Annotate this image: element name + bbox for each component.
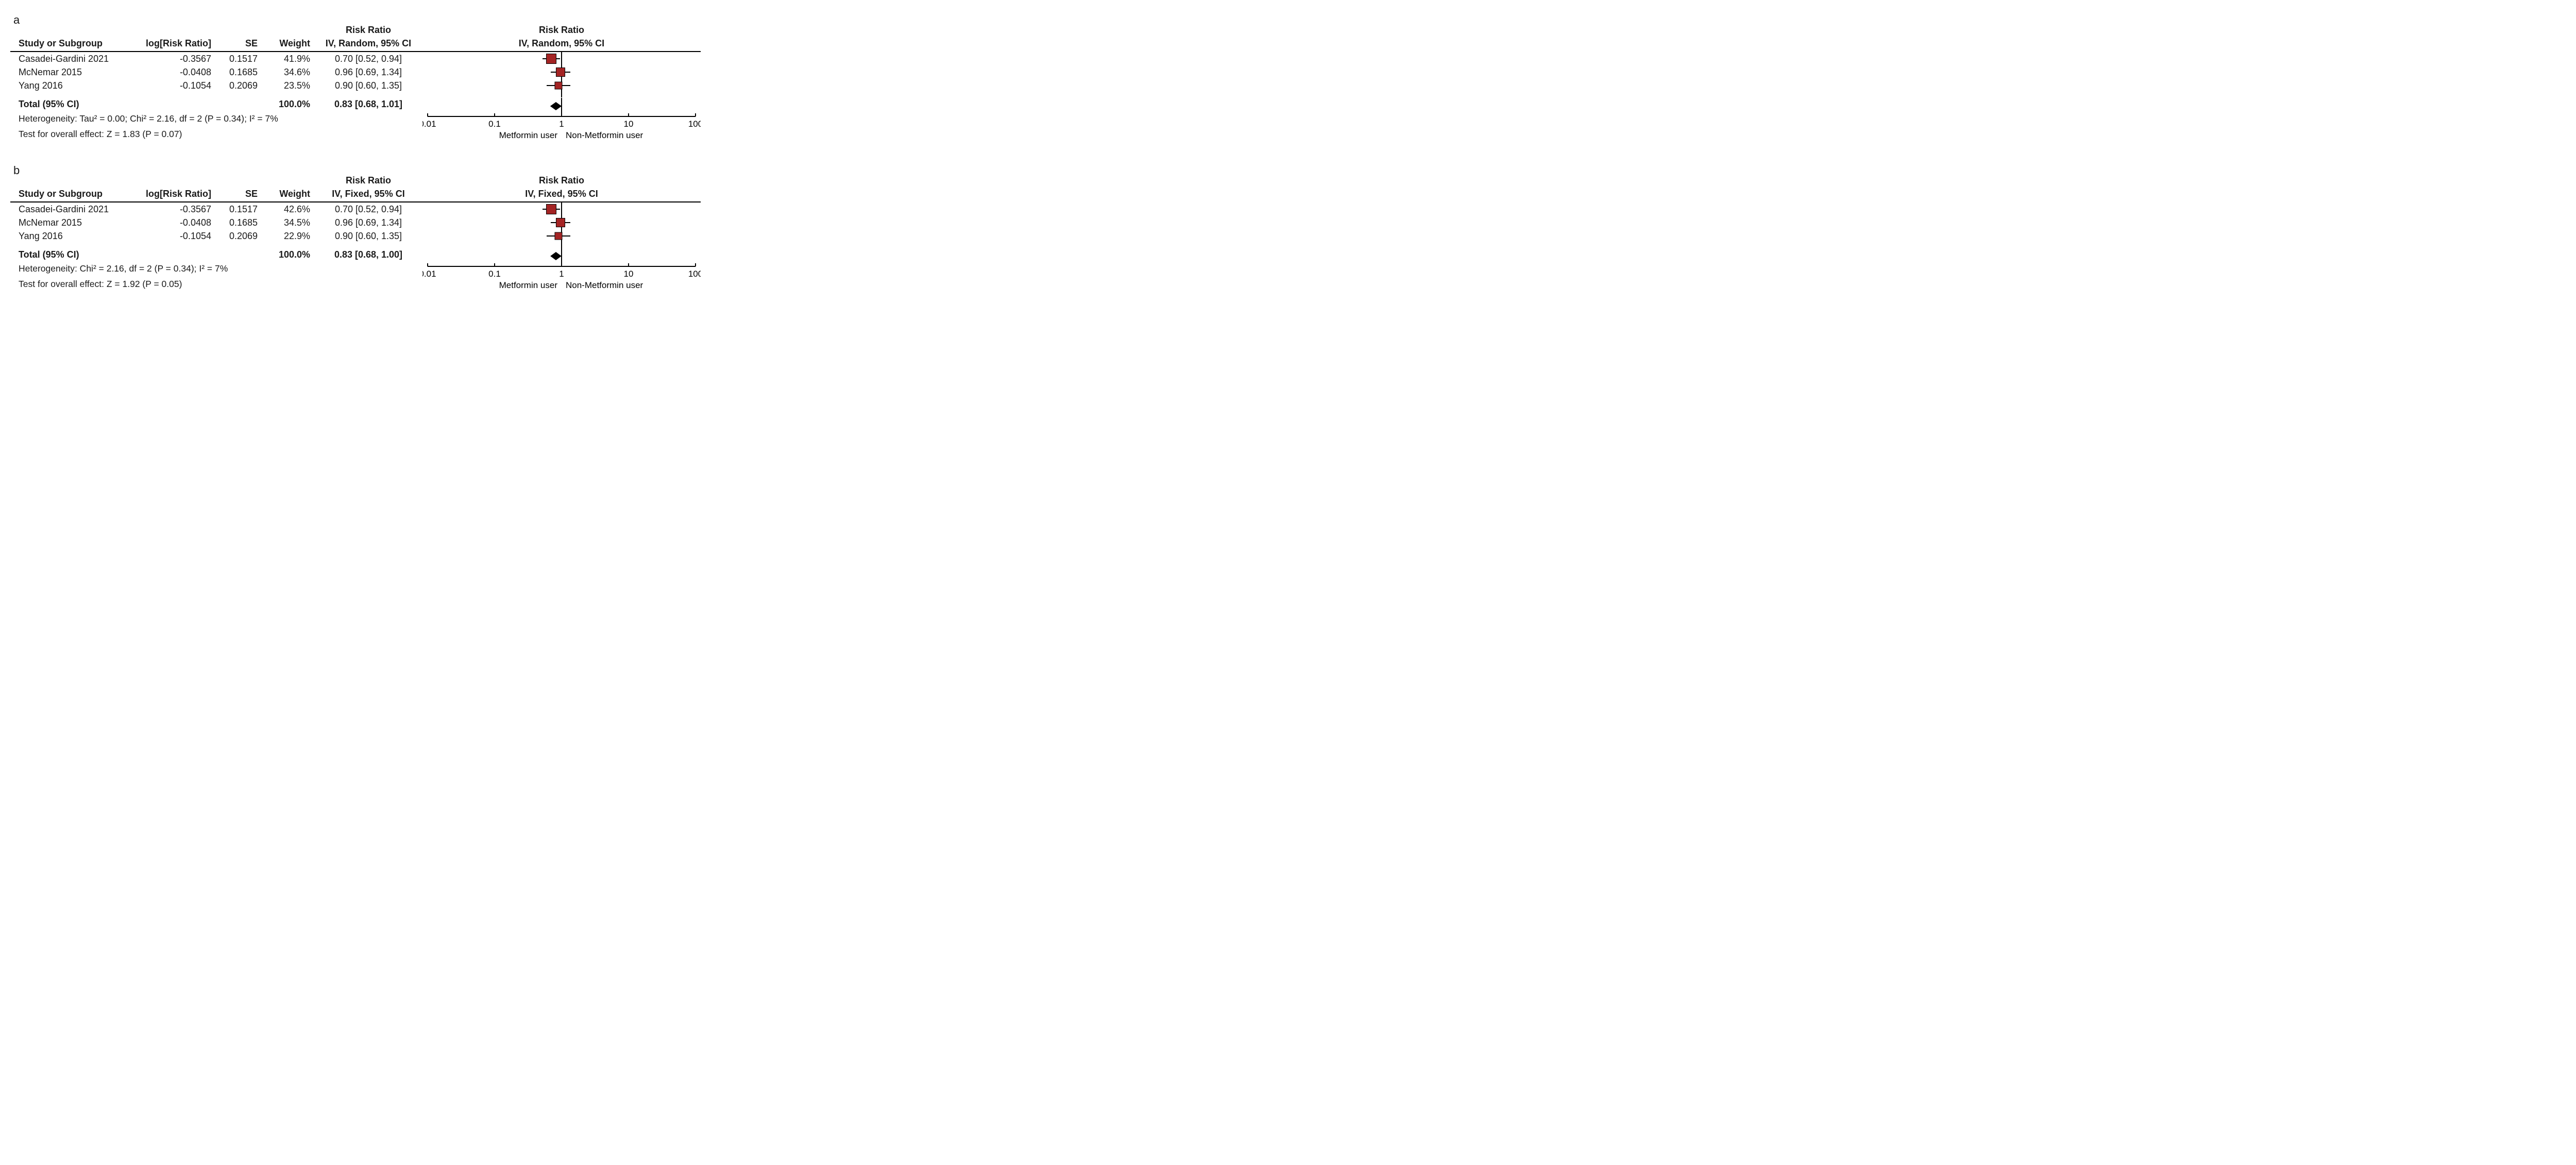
svg-text:1: 1 (559, 119, 564, 129)
study-name: Yang 2016 (10, 79, 144, 92)
study-weight: 41.9% (263, 52, 314, 65)
total-label: Total (95% CI) (10, 248, 144, 261)
svg-text:Metformin user: Metformin user (499, 280, 558, 290)
svg-text:Metformin user: Metformin user (499, 130, 558, 140)
study-logrr: -0.3567 (144, 202, 216, 216)
point-estimate-square (555, 232, 563, 240)
study-weight: 22.9% (263, 229, 314, 243)
col-plot: IV, Random, 95% CI (422, 37, 701, 52)
overall-effect-text: Test for overall effect: Z = 1.83 (P = 0… (10, 128, 422, 141)
point-estimate-square (556, 218, 565, 227)
study-logrr: -0.3567 (144, 52, 216, 65)
col-se: SE (216, 187, 263, 202)
forest-row-plot (422, 202, 701, 216)
axis-area: 0.01 0.1 1 10 100 Metformin user Non-Metformin… (422, 111, 701, 142)
svg-text:100: 100 (688, 119, 701, 129)
study-name: Casadei-Gardini 2021 (10, 52, 144, 65)
study-name: McNemar 2015 (10, 65, 144, 79)
study-logrr: -0.1054 (144, 79, 216, 92)
col-study: Study or Subgroup (10, 37, 144, 52)
study-effect: 0.70 [0.52, 0.94] (314, 202, 422, 216)
col-study: Study or Subgroup (10, 187, 144, 202)
forest-row-plot (422, 79, 701, 92)
study-se: 0.1517 (216, 202, 263, 216)
overall-effect-text: Test for overall effect: Z = 1.92 (P = 0… (10, 278, 422, 291)
svg-text:0.1: 0.1 (488, 269, 501, 279)
study-logrr: -0.1054 (144, 229, 216, 243)
study-effect: 0.96 [0.69, 1.34] (314, 216, 422, 229)
study-se: 0.2069 (216, 79, 263, 92)
study-weight: 23.5% (263, 79, 314, 92)
col-logrr: log[Risk Ratio] (144, 37, 216, 52)
point-estimate-square (556, 67, 565, 77)
svg-text:0.01: 0.01 (422, 269, 436, 279)
total-diamond (551, 250, 562, 259)
col-plot: IV, Fixed, 95% CI (422, 187, 701, 202)
svg-text:10: 10 (624, 269, 634, 279)
col-logrr: log[Risk Ratio] (144, 187, 216, 202)
study-weight: 34.5% (263, 216, 314, 229)
col-se: SE (216, 37, 263, 52)
study-se: 0.2069 (216, 229, 263, 243)
study-se: 0.1517 (216, 52, 263, 65)
total-diamond (550, 100, 562, 109)
axis-area: 0.01 0.1 1 10 100 Metformin user Non-Metformin… (422, 261, 701, 292)
panel-letter: a (13, 13, 20, 27)
forest-row-plot (422, 65, 701, 79)
plot-superheader: Risk Ratio (422, 174, 701, 187)
study-weight: 34.6% (263, 65, 314, 79)
forest-row-plot (422, 229, 701, 243)
forest-panel-a: a Risk RatioRisk Ratio Study or Subgroupl… (10, 10, 2566, 142)
svg-text:10: 10 (624, 119, 634, 129)
study-effect: 0.90 [0.60, 1.35] (314, 229, 422, 243)
study-se: 0.1685 (216, 65, 263, 79)
svg-text:Non-Metformin user: Non-Metformin user (566, 130, 643, 140)
study-logrr: -0.0408 (144, 216, 216, 229)
forest-panel-b: b Risk RatioRisk Ratio Study or Subgroupl… (10, 161, 2566, 293)
null-line (561, 202, 562, 216)
study-effect: 0.96 [0.69, 1.34] (314, 65, 422, 79)
svg-text:100: 100 (688, 269, 701, 279)
forest-grid: Risk RatioRisk Ratio Study or Subgrouplog… (10, 174, 2566, 293)
study-weight: 42.6% (263, 202, 314, 216)
effect-superheader: Risk Ratio (314, 174, 422, 187)
col-weight: Weight (263, 187, 314, 202)
study-effect: 0.70 [0.52, 0.94] (314, 52, 422, 65)
forest-row-plot (422, 216, 701, 229)
col-effect: IV, Fixed, 95% CI (314, 187, 422, 202)
plot-superheader: Risk Ratio (422, 23, 701, 37)
study-name: Yang 2016 (10, 229, 144, 243)
col-weight: Weight (263, 37, 314, 52)
panel-letter: b (13, 164, 20, 177)
study-name: Casadei-Gardini 2021 (10, 202, 144, 216)
heterogeneity-text: Heterogeneity: Tau² = 0.00; Chi² = 2.16,… (10, 112, 422, 125)
total-plot (422, 98, 701, 111)
col-effect: IV, Random, 95% CI (314, 37, 422, 52)
effect-superheader: Risk Ratio (314, 23, 422, 37)
total-label: Total (95% CI) (10, 97, 144, 111)
null-line (561, 52, 562, 65)
total-plot (422, 248, 701, 261)
point-estimate-square (555, 82, 563, 90)
svg-text:0.1: 0.1 (488, 119, 501, 129)
forest-row-plot (422, 52, 701, 65)
total-weight: 100.0% (263, 97, 314, 111)
svg-text:1: 1 (559, 269, 564, 279)
total-effect: 0.83 [0.68, 1.00] (314, 248, 422, 261)
svg-text:0.01: 0.01 (422, 119, 436, 129)
study-effect: 0.90 [0.60, 1.35] (314, 79, 422, 92)
total-effect: 0.83 [0.68, 1.01] (314, 97, 422, 111)
study-logrr: -0.0408 (144, 65, 216, 79)
point-estimate-square (546, 204, 556, 214)
total-weight: 100.0% (263, 248, 314, 261)
heterogeneity-text: Heterogeneity: Chi² = 2.16, df = 2 (P = … (10, 262, 422, 275)
study-name: McNemar 2015 (10, 216, 144, 229)
forest-grid: Risk RatioRisk Ratio Study or Subgrouplog… (10, 23, 2566, 142)
study-se: 0.1685 (216, 216, 263, 229)
svg-text:Non-Metformin user: Non-Metformin user (566, 280, 643, 290)
point-estimate-square (546, 54, 556, 64)
